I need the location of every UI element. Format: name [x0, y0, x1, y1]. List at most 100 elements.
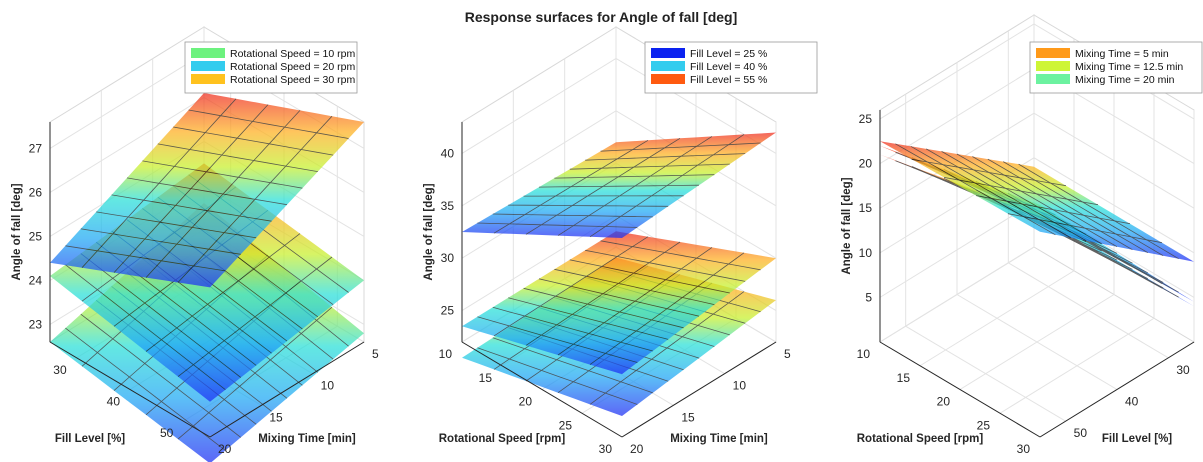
- y-tick-label: 15: [681, 410, 695, 424]
- x-axis-line: [49, 341, 211, 438]
- mesh-line: [177, 256, 333, 377]
- mesh-line: [972, 156, 1133, 251]
- mesh-line: [111, 194, 272, 222]
- x-tick-label: 10: [857, 347, 871, 361]
- x-tick-label: 50: [160, 426, 174, 440]
- y-gridline: [956, 62, 1118, 390]
- subplot-group: 23 24 25 26 27 30 40 50 5 10 15 20 Fill Level [%] Mix…: [11, 14, 1203, 462]
- mesh-line: [126, 177, 288, 206]
- mesh-line: [96, 211, 257, 239]
- y-axis-line: [621, 341, 777, 438]
- y-tick-label: 10: [321, 379, 335, 393]
- surface-fill: [50, 93, 364, 288]
- legend-swatch: [651, 61, 685, 71]
- x-tick-label: 25: [977, 418, 991, 432]
- x-tick-label: 30: [1017, 442, 1031, 456]
- mesh-line: [80, 228, 241, 255]
- z-tick-label: 35: [441, 199, 455, 213]
- mesh-line: [569, 163, 730, 170]
- z-tick-label: 10: [859, 246, 873, 260]
- mesh-line: [80, 313, 242, 438]
- mesh-line: [523, 287, 684, 329]
- z-tick-label: 40: [441, 146, 455, 160]
- legend-entry: Rotational Speed = 20 rpm: [230, 61, 355, 73]
- surface-fill: [880, 141, 1194, 262]
- z-tick-label: 30: [441, 251, 455, 265]
- mesh-line: [65, 264, 226, 391]
- mesh-line: [557, 247, 713, 356]
- x-tick-label: 20: [937, 395, 951, 409]
- x-axis-label: Rotational Speed [rpm]: [857, 433, 984, 445]
- x-axis-line: [879, 341, 1041, 438]
- x-axis-label: Fill Level [%]: [55, 433, 125, 445]
- subplot-2: 25 30 35 40 10 15 20 25 30 5 10 15 20 Rotational Spee…: [423, 26, 818, 456]
- y-tick-label: 15: [269, 410, 283, 424]
- y-axis-label: Mixing Time [min]: [258, 433, 356, 445]
- legend-entry: Fill Level = 40 %: [690, 61, 767, 73]
- x-gridline: [919, 38, 1075, 367]
- y-gridline: [905, 94, 1066, 422]
- surface-3: [880, 141, 1194, 262]
- y-tick-label: 50: [1074, 426, 1088, 440]
- mesh-line: [65, 245, 226, 272]
- x-tick-label: 15: [479, 371, 493, 385]
- mesh-line: [975, 195, 1131, 225]
- legend: Fill Level = 25 %Fill Level = 40 %Fill L…: [644, 41, 818, 94]
- mesh-line: [80, 253, 242, 378]
- x-tick-label: 20: [519, 395, 533, 409]
- legend-swatch: [651, 48, 685, 58]
- mesh-line: [508, 204, 669, 207]
- z-tick-label: 25: [859, 112, 873, 126]
- mesh-line: [600, 240, 761, 271]
- mesh-line: [585, 153, 746, 161]
- y-gridline: [1007, 30, 1169, 359]
- mesh-line: [589, 291, 745, 405]
- legend-entry: Mixing Time = 12.5 min: [1075, 61, 1183, 73]
- z-tick-label: 20: [859, 157, 873, 171]
- mesh-line: [188, 109, 349, 139]
- z-tick-label: 27: [29, 141, 43, 155]
- legend-entry: Rotational Speed = 10 rpm: [230, 48, 355, 60]
- axes-lines: [49, 122, 365, 438]
- x-tick-label: 25: [559, 418, 573, 432]
- axes-lines: [879, 110, 1195, 438]
- mesh-line: [492, 213, 653, 218]
- surface-3: [50, 93, 364, 288]
- mesh-line: [600, 142, 761, 152]
- legend-swatch: [191, 61, 225, 71]
- x-gridline: [999, 86, 1155, 414]
- x-tick-label: 10: [439, 347, 453, 361]
- y-tick-label: 30: [1176, 363, 1190, 377]
- surface-3: [462, 132, 776, 238]
- mesh-line: [145, 110, 301, 278]
- figure-title: Response surfaces for Angle of fall [deg…: [465, 9, 738, 25]
- z-tick-label: 24: [29, 273, 43, 287]
- mesh-line: [1018, 163, 1179, 260]
- mesh-line: [492, 337, 653, 394]
- surface-meshlines: [477, 134, 761, 238]
- mesh-line: [910, 145, 1071, 239]
- y-axis-label: Mixing Time [min]: [670, 433, 768, 445]
- legend-swatch: [651, 74, 685, 84]
- surface-meshlines: [477, 236, 761, 365]
- surface-fill: [462, 132, 776, 238]
- mesh-line: [569, 259, 730, 294]
- legend-entry: Mixing Time = 20 min: [1075, 74, 1175, 86]
- legend-entry: Mixing Time = 5 min: [1075, 48, 1169, 60]
- y-tick-label: 10: [733, 379, 747, 393]
- mesh-line: [554, 268, 715, 305]
- mesh-line: [926, 148, 1087, 242]
- mesh-line: [1007, 213, 1163, 244]
- z-tick-label: 25: [441, 304, 455, 318]
- mesh-line: [173, 126, 334, 156]
- mesh-line: [145, 233, 301, 352]
- legend-swatch: [191, 48, 225, 58]
- legend-swatch: [1036, 61, 1070, 71]
- surface-fill: [462, 231, 776, 375]
- mesh-line: [589, 252, 745, 365]
- z-axis-label: Angle of fall [deg]: [841, 177, 853, 274]
- mesh-line: [557, 136, 713, 236]
- mesh-line: [177, 306, 333, 440]
